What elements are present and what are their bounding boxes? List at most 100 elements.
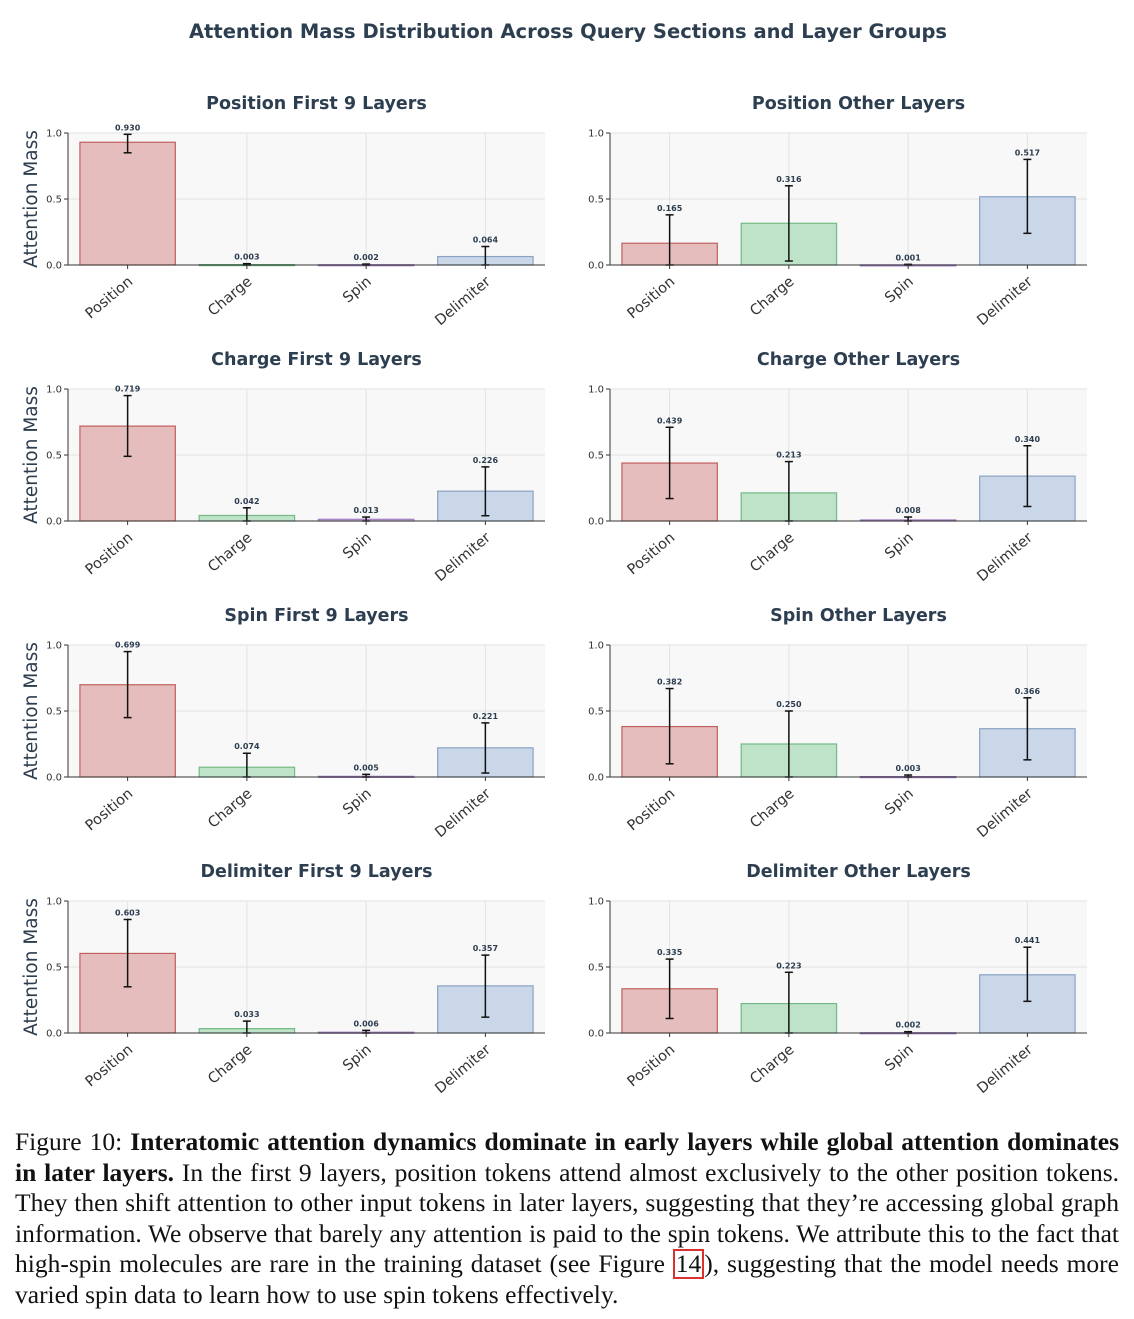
- y-tick-label: 1.0: [588, 385, 604, 396]
- y-tick-label: 1.0: [588, 897, 604, 908]
- y-tick-label: 0.0: [588, 517, 604, 528]
- figure-reference-link[interactable]: 14: [673, 1249, 705, 1279]
- chart-panel: 0.165Position0.316Charge0.001Spin0.517De…: [588, 94, 1087, 329]
- y-tick-label: 0.5: [588, 707, 604, 718]
- x-tick-label: Charge: [747, 530, 797, 576]
- chart-title: Charge Other Layers: [757, 350, 960, 370]
- x-tick-label: Charge: [205, 274, 255, 320]
- chart-title: Spin Other Layers: [770, 606, 947, 626]
- data-label: 0.213: [776, 451, 801, 460]
- chart-title: Delimiter Other Layers: [746, 862, 971, 882]
- data-label: 0.603: [115, 908, 140, 917]
- x-tick-label: Delimiter: [432, 1042, 494, 1097]
- x-tick-label: Delimiter: [974, 786, 1036, 841]
- y-tick-label: 0.0: [588, 261, 604, 272]
- chart-panel: 0.382Position0.250Charge0.003Spin0.366De…: [588, 606, 1087, 841]
- y-tick-label: 0.0: [46, 1029, 62, 1040]
- y-tick-label: 0.5: [46, 963, 62, 974]
- x-tick-label: Spin: [340, 786, 375, 819]
- data-label: 0.033: [234, 1010, 259, 1019]
- data-label: 0.719: [115, 385, 141, 394]
- x-tick-label: Delimiter: [432, 530, 494, 585]
- x-tick-label: Delimiter: [432, 274, 494, 329]
- data-label: 0.002: [895, 1021, 920, 1030]
- chart-title: Delimiter First 9 Layers: [200, 862, 432, 882]
- y-tick-label: 1.0: [46, 129, 62, 140]
- x-tick-label: Position: [83, 786, 137, 835]
- x-tick-label: Delimiter: [974, 274, 1036, 329]
- figure-caption: Figure 10: Interatomic attention dynamic…: [15, 1127, 1119, 1310]
- data-label: 0.357: [473, 944, 498, 953]
- chart-title: Position First 9 Layers: [206, 94, 427, 114]
- x-tick-label: Spin: [340, 530, 375, 563]
- y-tick-label: 1.0: [588, 641, 604, 652]
- chart-panel: 0.439Position0.213Charge0.008Spin0.340De…: [588, 350, 1087, 585]
- x-tick-label: Delimiter: [432, 786, 494, 841]
- figure: Attention Mass Distribution Across Query…: [0, 0, 1134, 1110]
- data-label: 0.042: [234, 497, 259, 506]
- x-tick-label: Charge: [205, 530, 255, 576]
- data-label: 0.001: [895, 253, 921, 262]
- data-label: 0.223: [776, 961, 801, 970]
- data-label: 0.074: [234, 742, 260, 751]
- y-tick-label: 0.5: [588, 963, 604, 974]
- data-label: 0.221: [473, 712, 499, 721]
- data-label: 0.226: [473, 456, 499, 465]
- chart-panel: 0.719 Position 0.042 Charge 0.013 Spin 0.226 De…: [21, 350, 545, 585]
- y-tick-label: 1.0: [46, 641, 62, 652]
- x-tick-label: Position: [625, 786, 679, 835]
- caption-label: Figure 10:: [15, 1127, 130, 1156]
- y-tick-label: 1.0: [46, 385, 62, 396]
- data-label: 0.517: [1015, 148, 1040, 157]
- data-label: 0.930: [115, 123, 141, 132]
- figure-title: Attention Mass Distribution Across Query…: [189, 20, 947, 43]
- y-tick-label: 0.5: [46, 195, 62, 206]
- x-tick-label: Spin: [882, 786, 917, 819]
- x-tick-label: Position: [83, 530, 137, 579]
- data-label: 0.003: [234, 253, 259, 262]
- bar-position: [80, 142, 175, 265]
- data-label: 0.008: [895, 506, 921, 515]
- data-label: 0.340: [1015, 435, 1041, 444]
- x-tick-label: Position: [83, 1042, 137, 1091]
- chart-title: Position Other Layers: [752, 94, 965, 114]
- data-label: 0.002: [353, 253, 378, 262]
- y-tick-label: 1.0: [46, 897, 62, 908]
- x-tick-label: Charge: [205, 1042, 255, 1088]
- chart-panel: 0.699 Position 0.074 Charge 0.005 Spin 0.221 De…: [21, 606, 545, 841]
- chart-panel: 0.335Position0.223Charge0.002Spin0.441De…: [588, 862, 1087, 1097]
- y-tick-label: 0.5: [46, 707, 62, 718]
- x-tick-label: Spin: [882, 274, 917, 307]
- y-axis-label: Attention Mass: [21, 386, 42, 524]
- x-tick-label: Position: [625, 274, 679, 323]
- data-label: 0.013: [353, 506, 378, 515]
- y-tick-label: 1.0: [588, 129, 604, 140]
- x-tick-label: Spin: [340, 1042, 375, 1075]
- x-tick-label: Spin: [340, 274, 375, 307]
- data-label: 0.441: [1015, 936, 1041, 945]
- chart-title: Spin First 9 Layers: [224, 606, 408, 626]
- x-tick-label: Charge: [747, 786, 797, 832]
- x-tick-label: Position: [83, 274, 137, 323]
- x-tick-label: Charge: [205, 786, 255, 832]
- x-tick-label: Delimiter: [974, 530, 1036, 585]
- x-tick-label: Delimiter: [974, 1042, 1036, 1097]
- x-tick-label: Spin: [882, 530, 917, 563]
- data-label: 0.335: [657, 948, 683, 957]
- data-label: 0.439: [657, 416, 683, 425]
- data-label: 0.316: [776, 175, 802, 184]
- y-axis-label: Attention Mass: [21, 898, 42, 1036]
- data-label: 0.699: [115, 641, 141, 650]
- y-tick-label: 0.0: [46, 773, 62, 784]
- chart-panel: 0.603Position0.033Charge0.006Spin0.357De…: [21, 862, 545, 1097]
- y-axis-label: Attention Mass: [21, 130, 42, 268]
- data-label: 0.005: [353, 763, 379, 772]
- y-tick-label: 0.0: [46, 517, 62, 528]
- y-tick-label: 0.0: [46, 261, 62, 272]
- x-tick-label: Charge: [747, 1042, 797, 1088]
- x-tick-label: Position: [625, 1042, 679, 1091]
- chart-panel: 0.930Position0.003Charge0.002Spin0.064De…: [21, 94, 545, 329]
- y-tick-label: 0.0: [588, 773, 604, 784]
- y-tick-label: 0.0: [588, 1029, 604, 1040]
- data-label: 0.003: [895, 764, 920, 773]
